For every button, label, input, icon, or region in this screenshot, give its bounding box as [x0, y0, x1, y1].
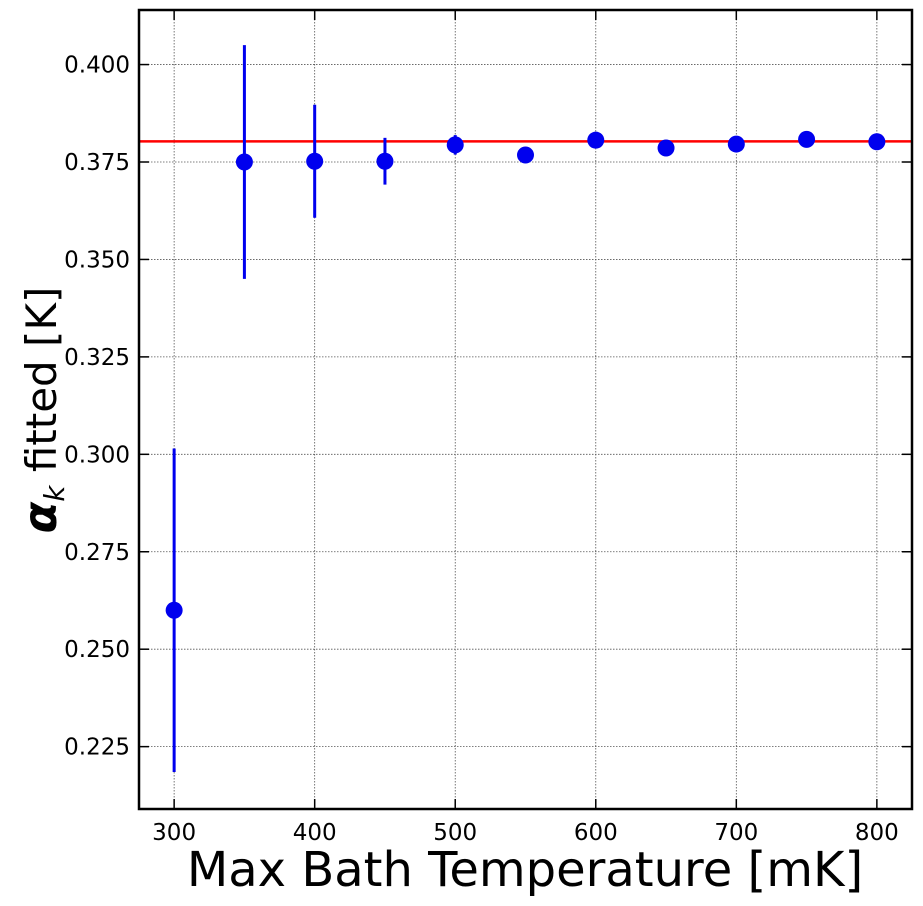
data-point	[868, 133, 886, 151]
data-point	[727, 135, 745, 153]
y-tick-label: 0.375	[64, 150, 130, 176]
y-tick-label: 0.275	[64, 540, 130, 566]
data-point	[517, 146, 534, 164]
x-axis-title: Max Bath Temperature [mK]	[187, 842, 863, 898]
data-points	[165, 130, 886, 619]
y-tick-label: 0.400	[64, 53, 130, 79]
y-tick-label: 0.250	[64, 637, 130, 663]
data-point	[235, 153, 253, 171]
data-point	[798, 130, 816, 148]
y-tick-label: 0.350	[64, 247, 130, 273]
y-axis-title: αk fitted [K]	[13, 287, 71, 534]
y-axis-subscript: k	[38, 484, 71, 502]
y-tick-labels: 0.225 0.250 0.275 0.300 0.325 0.350 0.375 0.400	[64, 53, 130, 761]
y-tick-label: 0.225	[64, 735, 130, 761]
grid	[139, 10, 912, 809]
x-tick-label: 800	[855, 820, 899, 846]
x-tick-label: 500	[433, 820, 477, 846]
x-tick-label: 300	[152, 820, 196, 846]
data-point	[376, 152, 394, 170]
x-tick-labels: 300 400 500 600 700 800	[152, 820, 899, 846]
data-point	[165, 601, 183, 619]
plot-area-frame	[137, 8, 914, 811]
y-axis-symbol: α	[13, 501, 67, 533]
axis-ticks	[139, 10, 912, 809]
x-tick-label: 600	[574, 820, 618, 846]
y-tick-label: 0.300	[64, 442, 130, 468]
data-point	[657, 139, 675, 157]
data-point	[306, 152, 324, 170]
y-tick-label: 0.325	[64, 345, 130, 371]
x-tick-label: 700	[714, 820, 758, 846]
x-tick-label: 400	[293, 820, 337, 846]
y-axis-label-rest: fitted [K]	[17, 287, 66, 486]
data-point	[446, 136, 464, 154]
data-point	[587, 131, 605, 149]
